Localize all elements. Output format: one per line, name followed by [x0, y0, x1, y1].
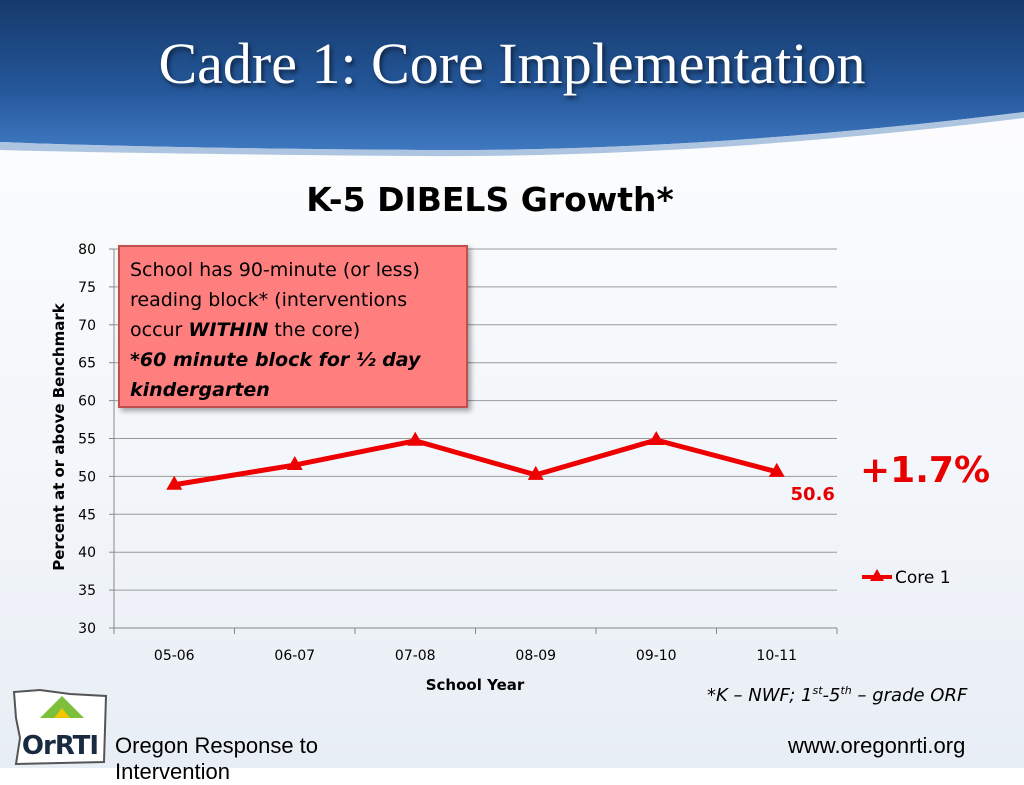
- slide-title: Cadre 1: Core Implementation: [158, 31, 866, 96]
- y-tick-label: 55: [78, 432, 96, 448]
- y-axis-title: Percent at or above Benchmark: [50, 302, 68, 570]
- x-tick-label: 07-08: [395, 648, 436, 664]
- orrti-logo: OrRTI: [12, 688, 108, 766]
- growth-label: +1.7%: [860, 450, 991, 491]
- series-core-1: 50.6: [166, 431, 835, 505]
- data-point-marker: [648, 431, 665, 446]
- data-point-marker: [527, 465, 544, 480]
- data-point-marker: [166, 475, 183, 490]
- data-point-marker: [768, 462, 785, 477]
- org-url[interactable]: www.oregonrti.org: [788, 733, 966, 758]
- data-label: 50.6: [791, 484, 835, 505]
- footnote-suffix: – grade ORF: [851, 685, 968, 706]
- legend: Core 1: [862, 568, 951, 588]
- callout-note: *60 minute block for ½ day kindergarten: [130, 349, 421, 401]
- x-tick-label: 06-07: [274, 648, 315, 664]
- logo-text: OrRTI: [22, 731, 98, 761]
- x-tick-label: 05-06: [154, 648, 195, 664]
- org-name-line2: Intervention: [115, 759, 230, 784]
- footnote-sup1: st: [812, 684, 823, 697]
- y-tick-label: 30: [78, 621, 96, 637]
- y-tick-label: 35: [78, 583, 96, 599]
- x-axis-title: School Year: [426, 676, 525, 694]
- y-tick-label: 65: [78, 356, 96, 372]
- x-axis: 05-06 06-07 07-08 08-09 09-10 10-11: [113, 628, 838, 664]
- series-line: [173, 437, 778, 488]
- footnote-sup2: th: [840, 684, 852, 697]
- title-banner: [0, 0, 1024, 157]
- org-name-line1: Oregon Response to: [115, 733, 319, 758]
- y-tick-label: 60: [78, 394, 96, 410]
- y-tick-label: 50: [78, 469, 96, 485]
- legend-label: Core 1: [895, 568, 951, 588]
- x-tick-label: 08-09: [515, 648, 556, 664]
- callout-text-2: the core): [268, 319, 361, 341]
- y-tick-label: 45: [78, 507, 96, 523]
- data-point-marker: [407, 431, 424, 446]
- y-tick-label: 70: [78, 318, 96, 334]
- callout-box: School has 90-minute (or less) reading b…: [118, 245, 468, 408]
- y-axis-ticks: 30 35 40 45 50 55 60 65 70 75 80: [78, 242, 115, 637]
- y-tick-label: 75: [78, 280, 96, 296]
- legend-marker: [870, 569, 884, 581]
- x-tick-label: 09-10: [636, 648, 677, 664]
- data-point-marker: [286, 456, 303, 471]
- footnote-mid: -5: [822, 685, 841, 706]
- y-tick-label: 80: [78, 242, 96, 258]
- footnote-prefix: *K – NWF; 1: [707, 685, 813, 706]
- callout-text-1: School has 90-minute (or less) reading b…: [130, 259, 420, 341]
- y-tick-label: 40: [78, 545, 96, 561]
- chart-title: K-5 DIBELS Growth*: [306, 180, 674, 219]
- x-tick-label: 10-11: [756, 648, 797, 664]
- footnote: *K – NWF; 1st-5th – grade ORF: [707, 684, 967, 706]
- org-name: Oregon Response to Intervention: [115, 733, 318, 785]
- callout-emphasis: WITHIN: [188, 319, 269, 341]
